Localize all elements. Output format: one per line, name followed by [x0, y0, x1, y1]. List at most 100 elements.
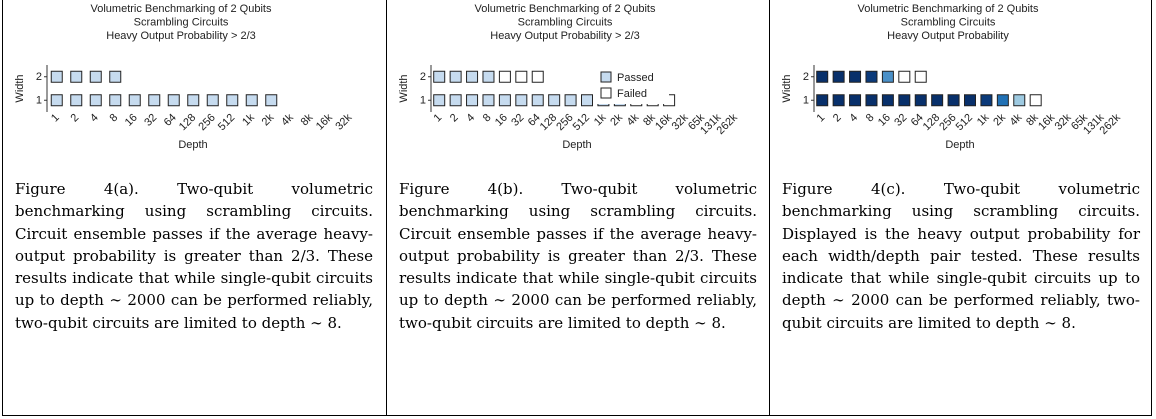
- chart-title: Scrambling Circuits: [518, 17, 613, 29]
- cell: [1013, 94, 1026, 107]
- y-axis-label: Width: [781, 74, 793, 102]
- x-tick-label: 4k: [625, 111, 642, 128]
- cell: [849, 94, 862, 107]
- x-tick-label: 2k: [991, 111, 1008, 128]
- chart-title: Heavy Output Probability > 2/3: [490, 30, 640, 42]
- cell: [816, 94, 829, 107]
- caption: Figure 4(c). Two-qubit volumetric benchm…: [782, 180, 1140, 332]
- x-tick-label: 4k: [279, 111, 296, 128]
- caption: Figure 4(b). Two-qubit volumetric benchm…: [399, 180, 757, 332]
- cell: [433, 70, 446, 83]
- panel: Volumetric Benchmarking of 2 Qubits Scram…: [386, 0, 772, 416]
- x-tick-label: 512: [216, 112, 237, 133]
- cell: [466, 70, 479, 83]
- chart: Volumetric Benchmarking of 2 Qubits Scram…: [781, 3, 1123, 151]
- x-tick-label: 2k: [260, 111, 277, 128]
- x-tick-label: 32k: [333, 111, 354, 132]
- x-tick-label: 1k: [592, 111, 609, 128]
- x-tick-label: 8k: [299, 111, 316, 128]
- cell: [128, 94, 141, 107]
- x-tick-label: 4k: [1008, 111, 1025, 128]
- x-tick-label: 1k: [975, 111, 992, 128]
- cell: [980, 94, 993, 107]
- x-tick-label: 8: [481, 112, 494, 125]
- cell: [498, 94, 511, 107]
- x-tick-label: 32: [892, 112, 909, 129]
- cell: [1029, 94, 1042, 107]
- chart: Volumetric Benchmarking of 2 Qubits Scram…: [14, 3, 355, 151]
- chart-title: Volumetric Benchmarking of 2 Qubits: [475, 3, 656, 15]
- x-tick-label: 1: [432, 112, 445, 125]
- chart-title: Heavy Output Probability: [887, 30, 1009, 42]
- y-axis-label: Width: [14, 74, 26, 102]
- legend-label: Passed: [617, 72, 654, 84]
- cell: [109, 70, 122, 83]
- cell: [914, 94, 927, 107]
- cell: [245, 94, 258, 107]
- cell: [865, 94, 878, 107]
- cell: [449, 94, 462, 107]
- x-axis-label: Depth: [562, 139, 591, 151]
- cell: [548, 94, 561, 107]
- cell: [482, 94, 495, 107]
- y-axis-label: Width: [398, 74, 410, 102]
- y-tick-label: 2: [36, 71, 42, 83]
- y-tick-label: 2: [803, 71, 809, 83]
- cell: [70, 70, 83, 83]
- cell: [898, 70, 911, 83]
- legend-label: Failed: [617, 88, 647, 100]
- x-tick-label: 1: [815, 112, 828, 125]
- chart-title: Scrambling Circuits: [134, 17, 229, 29]
- cell: [881, 70, 894, 83]
- cell: [515, 70, 528, 83]
- cell: [898, 94, 911, 107]
- x-tick-label: 1k: [240, 111, 257, 128]
- x-tick-label: 16: [123, 112, 140, 129]
- cell: [996, 94, 1009, 107]
- cell: [531, 70, 544, 83]
- cell: [914, 70, 927, 83]
- cell: [832, 94, 845, 107]
- cell: [265, 94, 278, 107]
- cell: [964, 94, 976, 107]
- cell: [931, 94, 944, 107]
- x-tick-label: 32: [142, 112, 159, 129]
- x-tick-label: 8: [864, 112, 877, 125]
- x-tick-label: 512: [954, 112, 975, 133]
- cell: [206, 94, 219, 107]
- cell: [70, 94, 83, 107]
- cell: [816, 70, 829, 83]
- cell: [148, 94, 161, 107]
- x-tick-label: 4: [88, 112, 101, 125]
- cell: [498, 70, 511, 83]
- cell: [50, 70, 63, 83]
- x-tick-label: 2k: [608, 111, 625, 128]
- chart-title: Volumetric Benchmarking of 2 Qubits: [91, 3, 272, 15]
- x-tick-label: 1: [49, 112, 62, 125]
- x-tick-label: 2: [831, 112, 844, 125]
- x-tick-label: 4: [464, 112, 477, 125]
- cell: [581, 94, 593, 107]
- y-tick-label: 1: [803, 94, 809, 106]
- chart-title: Volumetric Benchmarking of 2 Qubits: [858, 3, 1039, 15]
- chart-title: Heavy Output Probability > 2/3: [106, 30, 256, 42]
- x-axis-label: Depth: [945, 139, 974, 151]
- x-tick-label: 16: [876, 112, 893, 129]
- cell: [449, 70, 462, 83]
- x-tick-label: 2: [448, 112, 461, 125]
- legend-swatch: [600, 87, 612, 99]
- x-tick-label: 128: [177, 112, 198, 133]
- cell: [433, 94, 446, 107]
- cell: [531, 94, 544, 107]
- cell: [865, 70, 878, 83]
- cell: [167, 94, 180, 107]
- cell: [187, 94, 200, 107]
- cell: [226, 94, 239, 107]
- y-tick-label: 2: [420, 71, 426, 83]
- x-tick-label: 512: [571, 112, 592, 133]
- x-tick-label: 16k: [314, 111, 335, 132]
- panel: Volumetric Benchmarking of 2 Qubits Scram…: [3, 0, 388, 416]
- y-tick-label: 1: [36, 94, 42, 106]
- x-tick-label: 8: [108, 112, 121, 125]
